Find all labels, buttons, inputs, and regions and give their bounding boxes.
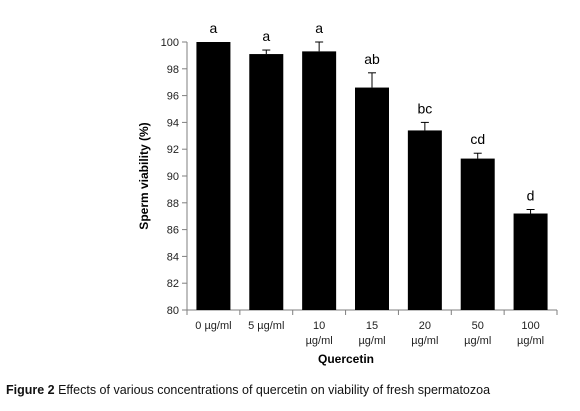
figure-number: Figure 2 [6, 383, 55, 397]
x-category-label: 50 [472, 320, 484, 332]
bar [355, 87, 389, 310]
bar [513, 213, 548, 310]
y-tick-label: 80 [167, 305, 179, 317]
bar [407, 130, 442, 310]
x-category-label: µg/ml [411, 335, 438, 347]
significance-label: a [315, 20, 323, 36]
figure-caption: Figure 2 Effects of various concentratio… [6, 383, 576, 397]
y-tick-label: 100 [161, 37, 179, 49]
bar [249, 54, 284, 311]
significance-label: d [527, 188, 535, 204]
bar-chart: 80 82 84 86 88 90 92 94 96 98 100 a 0 µg/ml a 5 µg/ml a… [137, 20, 558, 366]
bar [460, 158, 495, 310]
y-tick-label: 90 [167, 171, 179, 183]
y-tick-label: 96 [167, 91, 179, 103]
x-category-label: µg/ml [306, 335, 333, 347]
y-tick-label: 94 [167, 117, 179, 129]
y-tick-label: 98 [167, 64, 179, 76]
x-category-label: 10 [313, 320, 325, 332]
y-tick-label: 86 [167, 225, 179, 237]
significance-label: a [210, 20, 218, 36]
y-axis-title: Sperm viability (%) [137, 122, 151, 229]
x-category-label: µg/ml [517, 335, 544, 347]
bar [302, 51, 337, 310]
x-category-label: 5 µg/ml [248, 320, 284, 332]
y-tick-label: 82 [167, 278, 179, 290]
bar [196, 42, 231, 310]
significance-label: ab [364, 51, 380, 67]
x-category-label: 100 [521, 320, 539, 332]
x-category-label: 0 µg/ml [195, 320, 231, 332]
y-tick-label: 88 [167, 198, 179, 210]
x-category-label: 15 [366, 320, 378, 332]
significance-label: bc [417, 100, 432, 116]
x-category-label: 20 [419, 320, 431, 332]
x-category-label: µg/ml [464, 335, 491, 347]
y-tick-label: 84 [167, 251, 179, 263]
significance-label: cd [470, 131, 485, 147]
y-tick-label: 92 [167, 144, 179, 156]
x-category-label: µg/ml [358, 335, 385, 347]
significance-label: a [262, 28, 270, 44]
x-axis-title: Quercetin [318, 352, 374, 366]
caption-text: Effects of various concentrations of que… [54, 383, 491, 397]
